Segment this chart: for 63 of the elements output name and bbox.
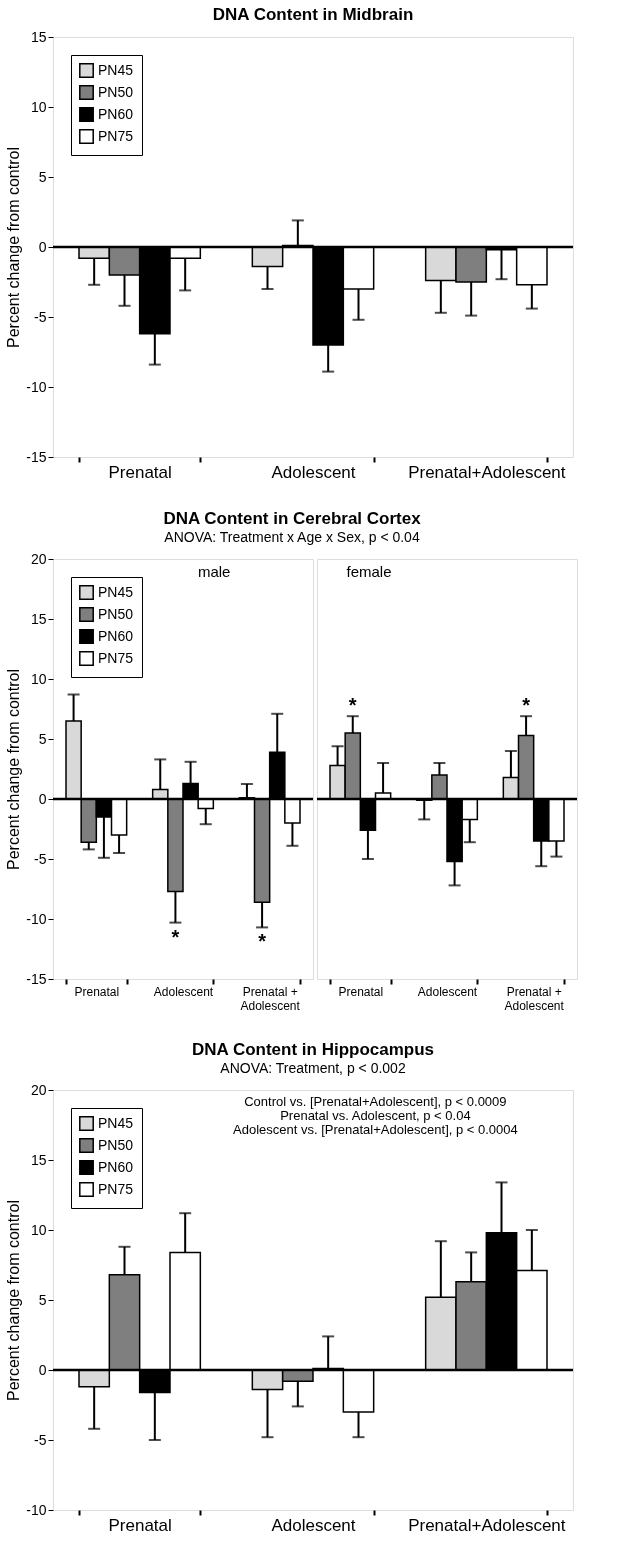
annotation: * xyxy=(522,694,531,717)
x-tick-label: Prenatal + Adolescent xyxy=(240,984,301,1013)
x-tick-label: Adolescent xyxy=(271,462,356,482)
y-axis-title: Percent change from control xyxy=(5,147,23,348)
chart-subtitle: ANOVA: Treatment, p < 0.002 xyxy=(220,1060,406,1076)
y-tick-label: -15 xyxy=(26,448,47,465)
annotation: Prenatal vs. Adolescent, p < 0.04 xyxy=(280,1108,471,1123)
annotation: Control vs. [Prenatal+Adolescent], p < 0.0009 xyxy=(244,1094,507,1109)
x-tick-label: Prenatal xyxy=(338,984,384,999)
y-tick-label: 5 xyxy=(38,168,47,185)
y-tick-label: -10 xyxy=(26,378,47,395)
y-tick-label: 20 xyxy=(30,1081,47,1098)
x-tick-label: Prenatal+Adolescent xyxy=(408,1515,566,1535)
y-tick-label: 5 xyxy=(38,1291,47,1308)
x-tick-label: Prenatal xyxy=(108,462,172,482)
legend-label: PN75 xyxy=(98,1180,134,1197)
chart-title: DNA Content in Hippocampus xyxy=(191,1040,435,1059)
chart-subtitle: ANOVA: Treatment x Age x Sex, p < 0.04 xyxy=(164,528,420,545)
legend-label: PN60 xyxy=(98,1158,134,1175)
y-tick-label: -10 xyxy=(26,910,47,927)
legend-label: PN45 xyxy=(98,583,134,600)
legend-label: PN60 xyxy=(98,627,134,644)
legend-label: PN50 xyxy=(98,83,134,100)
chart-title: DNA Content in Midbrain xyxy=(212,5,414,24)
y-tick-label: 10 xyxy=(30,670,47,687)
x-tick-label: Adolescent xyxy=(417,984,478,999)
y-tick-label: 0 xyxy=(38,238,47,255)
y-tick-label: -5 xyxy=(34,308,47,325)
y-tick-label: -10 xyxy=(26,1501,47,1518)
y-axis-title: Percent change from control xyxy=(5,1200,23,1401)
y-tick-label: 10 xyxy=(30,98,47,115)
legend-label: PN45 xyxy=(98,61,134,78)
x-tick-label: Adolescent xyxy=(271,1515,356,1535)
legend-label: PN75 xyxy=(98,649,134,666)
x-tick-label: Prenatal+Adolescent xyxy=(408,462,566,482)
y-tick-label: 15 xyxy=(30,610,47,627)
y-tick-label: 0 xyxy=(38,790,47,807)
y-tick-label: -5 xyxy=(34,850,47,867)
x-tick-label: Adolescent xyxy=(153,984,214,999)
annotation: male xyxy=(197,563,231,580)
y-tick-label: 10 xyxy=(30,1221,47,1238)
legend-label: PN45 xyxy=(98,1114,134,1131)
x-tick-label: Prenatal xyxy=(108,1515,172,1535)
legend-label: PN50 xyxy=(98,1136,134,1153)
annotation: * xyxy=(348,694,357,717)
legend-label: PN50 xyxy=(98,605,134,622)
annotation: * xyxy=(258,930,267,953)
chart-title: DNA Content in Cerebral Cortex xyxy=(163,508,422,528)
y-tick-label: -15 xyxy=(26,970,47,987)
annotation: female xyxy=(346,563,392,580)
y-axis-title: Percent change from control xyxy=(5,669,23,870)
annotation: Adolescent vs. [Prenatal+Adolescent], p < 0.0004 xyxy=(233,1122,518,1137)
y-tick-label: 0 xyxy=(38,1361,47,1378)
legend-label: PN75 xyxy=(98,127,134,144)
y-tick-label: 15 xyxy=(30,28,47,45)
y-tick-label: 15 xyxy=(30,1151,47,1168)
x-tick-label: Prenatal xyxy=(74,984,120,999)
annotation: * xyxy=(171,925,180,948)
y-tick-label: 5 xyxy=(38,730,47,747)
legend-label: PN60 xyxy=(98,105,134,122)
y-tick-label: 20 xyxy=(30,550,47,567)
x-tick-label: Prenatal + Adolescent xyxy=(504,984,565,1013)
y-tick-label: -5 xyxy=(34,1431,47,1448)
